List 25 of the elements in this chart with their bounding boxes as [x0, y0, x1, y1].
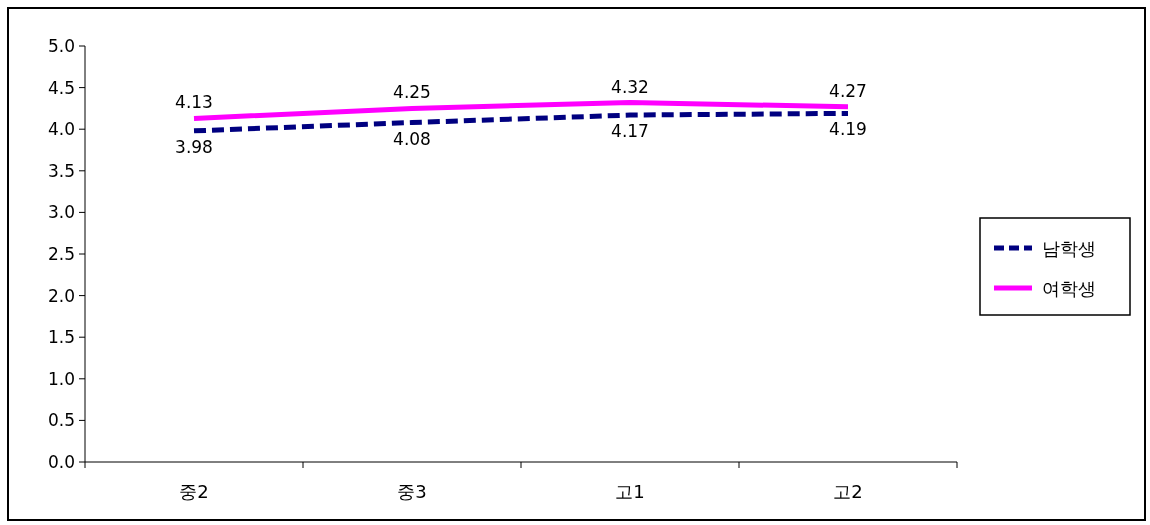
- data-label: 3.98: [175, 136, 213, 157]
- legend-label: 남학생: [1042, 238, 1096, 259]
- y-tick-label: 5.0: [47, 36, 75, 56]
- y-tick-label: 2.5: [47, 244, 75, 264]
- y-tick-label: 4.0: [47, 119, 75, 140]
- data-label: 4.27: [829, 80, 867, 101]
- y-tick-label: 3.0: [47, 202, 75, 223]
- data-label: 4.25: [393, 82, 431, 103]
- x-tick-label: 고2: [833, 481, 863, 502]
- data-label: 4.08: [393, 128, 431, 149]
- y-tick-label: 0.0: [47, 452, 75, 472]
- legend-label: 여학생: [1042, 278, 1096, 299]
- data-label: 4.17: [611, 121, 649, 142]
- y-tick-label: 2.0: [47, 285, 75, 306]
- y-tick-label: 1.0: [47, 368, 75, 389]
- y-tick-label: 3.5: [47, 160, 75, 181]
- data-label: 4.32: [611, 76, 649, 97]
- y-tick-label: 4.5: [47, 77, 75, 98]
- data-label: 4.13: [175, 92, 213, 113]
- y-tick-label: 0.5: [47, 410, 75, 431]
- data-label: 4.19: [829, 119, 867, 140]
- x-tick-label: 중3: [397, 481, 427, 502]
- x-tick-label: 중2: [179, 481, 209, 502]
- x-tick-label: 고1: [615, 481, 645, 502]
- y-tick-label: 1.5: [47, 327, 75, 348]
